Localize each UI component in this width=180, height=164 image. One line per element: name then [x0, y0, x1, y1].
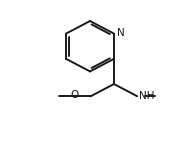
Text: N: N	[117, 28, 125, 38]
Text: O: O	[71, 90, 79, 100]
Text: NH: NH	[139, 91, 155, 101]
